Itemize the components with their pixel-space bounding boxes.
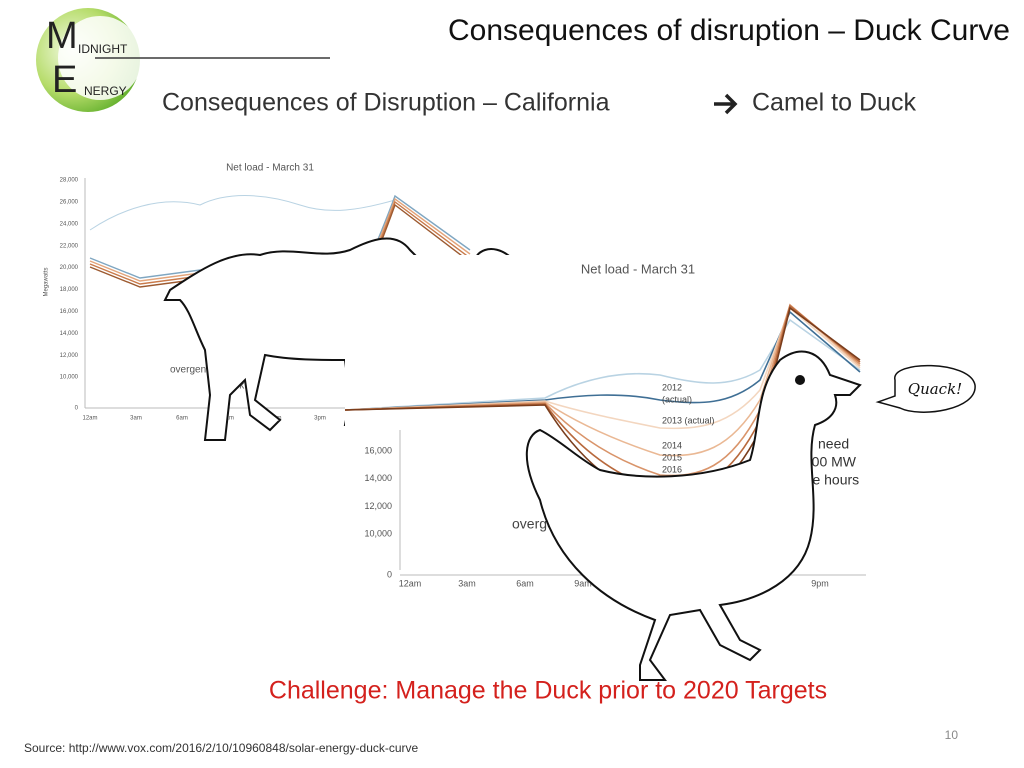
x-tick-label: 6am: [516, 578, 534, 588]
y-tick-label: 12,000: [364, 501, 392, 511]
y-tick-label: 26,000: [60, 199, 79, 205]
y-tick-label: 10,000: [60, 375, 79, 381]
y-tick-label: 12,000: [60, 353, 79, 359]
annotation: ,000 MW: [800, 454, 857, 470]
y-axis-label: Megawatts: [44, 267, 50, 296]
y-tick-label: 14,000: [60, 331, 79, 337]
chart-label: overge: [512, 516, 555, 532]
duck-eye: [795, 375, 805, 385]
curve: [89, 195, 396, 231]
logo-word: NERGY: [84, 84, 127, 98]
page-number: 10: [945, 728, 959, 742]
x-tick-label: 3am: [130, 416, 142, 422]
subtitle: Consequences of Disruption – California: [162, 89, 610, 117]
challenge: Challenge: Manage the Duck prior to 2020…: [269, 677, 827, 705]
y-tick-label: 0: [75, 406, 79, 412]
chart-label: 2016: [662, 464, 682, 474]
x-tick-label: 12am: [399, 578, 422, 588]
y-tick-label: 14,000: [364, 473, 392, 483]
chart-label: (actual): [662, 394, 692, 404]
y-tick-label: 16,000: [364, 445, 392, 455]
subtitle: Camel to Duck: [752, 89, 916, 117]
y-tick-label: 16,000: [60, 309, 79, 315]
speech-bubble: [875, 364, 976, 413]
y-tick-label: 20,000: [60, 265, 79, 271]
x-tick-label: 9am: [574, 578, 592, 588]
chart-label: 2015: [662, 452, 682, 462]
x-tick-label: 12am: [82, 416, 97, 422]
figure-title: Net load - March 31: [581, 261, 695, 276]
x-tick-label: 6am: [176, 416, 188, 422]
duck-drawing: [525, 350, 862, 681]
y-tick-label: 18,000: [60, 287, 79, 293]
annotation: need: [818, 436, 849, 452]
chart-label: 2013 (actual): [662, 415, 715, 425]
speech-text: Quack!: [908, 380, 962, 398]
chart-label: overgenera: [170, 365, 221, 376]
chart-label: 2014: [662, 440, 682, 450]
y-tick-label: 24,000: [60, 221, 79, 227]
logo-word: IDNIGHT: [78, 42, 128, 56]
arrow-icon: [714, 93, 738, 115]
y-tick-label: 22,000: [60, 243, 79, 249]
slide-title: Consequences of disruption – Duck Curve: [448, 14, 1010, 47]
y-tick-label: 10,000: [364, 528, 392, 538]
x-tick-label: 3am: [458, 578, 476, 588]
x-tick-label: 3pm: [314, 416, 326, 422]
logo-letter: M: [46, 15, 78, 57]
logo-letter: E: [52, 59, 77, 101]
annotation: ree hours: [800, 472, 859, 488]
chart-label: 2012: [662, 382, 682, 392]
figure-title: Net load - March 31: [226, 163, 314, 174]
x-tick-label: 9pm: [811, 578, 829, 588]
figure-duck: Net load - March 31Hour16,00014,00012,00…: [344, 255, 976, 681]
source: Source: http://www.vox.com/2016/2/10/109…: [24, 741, 419, 755]
y-tick-label: 0: [387, 569, 392, 579]
y-tick-label: 28,000: [60, 178, 79, 184]
